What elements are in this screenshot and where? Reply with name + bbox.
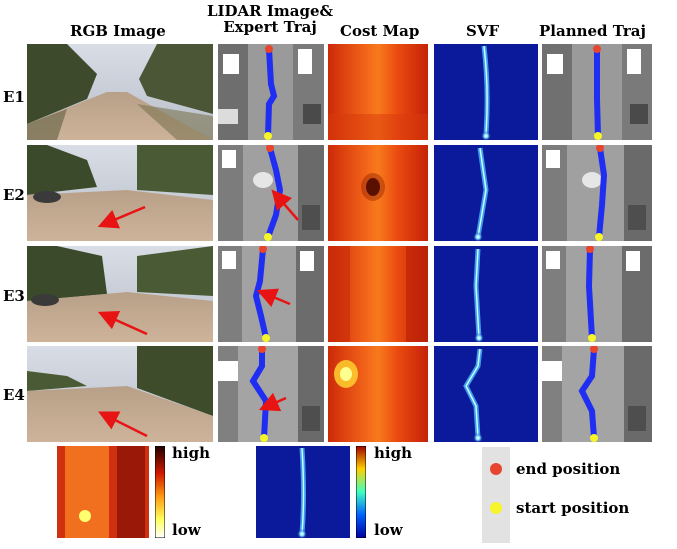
planned-traj-e3 bbox=[542, 246, 652, 342]
svf-e1 bbox=[434, 44, 538, 140]
row-label-e2: E2 bbox=[3, 186, 25, 204]
svf-colorbar-high: high bbox=[374, 444, 412, 462]
col-title-cost: Cost Map bbox=[340, 22, 420, 40]
svf-e2 bbox=[434, 145, 538, 241]
svf-e3 bbox=[434, 246, 538, 342]
row-label-e4: E4 bbox=[3, 386, 25, 404]
cost-colorbar bbox=[155, 446, 165, 538]
rgb-image-e1 bbox=[27, 44, 213, 140]
svf-colorbar-low: low bbox=[374, 521, 403, 539]
row-label-e1: E1 bbox=[3, 88, 25, 106]
cost-colorbar-low: low bbox=[172, 521, 201, 539]
start-position-dot bbox=[490, 502, 502, 514]
cost-map-e3 bbox=[328, 246, 428, 342]
rgb-image-e3 bbox=[27, 246, 213, 342]
svf-colorbar bbox=[356, 446, 366, 538]
col-title-rgb: RGB Image bbox=[70, 22, 166, 40]
cost-map-legend-sample bbox=[57, 446, 149, 538]
col-title-lidar-line1: LIDAR Image& bbox=[206, 2, 334, 20]
svf-e4 bbox=[434, 346, 538, 442]
col-title-lidar-line2: Expert Traj bbox=[223, 18, 317, 36]
cost-map-e4 bbox=[328, 346, 428, 442]
lidar-image-e4 bbox=[218, 346, 324, 442]
rgb-image-e4 bbox=[27, 346, 213, 442]
planned-traj-e4 bbox=[542, 346, 652, 442]
planned-traj-e1 bbox=[542, 44, 652, 140]
col-title-planned: Planned Traj bbox=[539, 22, 646, 40]
rgb-image-e2 bbox=[27, 145, 213, 241]
planned-traj-e2 bbox=[542, 145, 652, 241]
end-position-label: end position bbox=[516, 460, 621, 478]
marker-legend-box bbox=[482, 447, 510, 543]
svf-legend-sample bbox=[256, 446, 350, 538]
lidar-image-e2 bbox=[218, 145, 324, 241]
lidar-image-e1 bbox=[218, 44, 324, 140]
cost-colorbar-high: high bbox=[172, 444, 210, 462]
row-label-e3: E3 bbox=[3, 287, 25, 305]
lidar-image-e3 bbox=[218, 246, 324, 342]
start-position-label: start position bbox=[516, 499, 630, 517]
col-title-svf: SVF bbox=[466, 22, 500, 40]
end-position-dot bbox=[490, 463, 502, 475]
cost-map-e1 bbox=[328, 44, 428, 140]
cost-map-e2 bbox=[328, 145, 428, 241]
